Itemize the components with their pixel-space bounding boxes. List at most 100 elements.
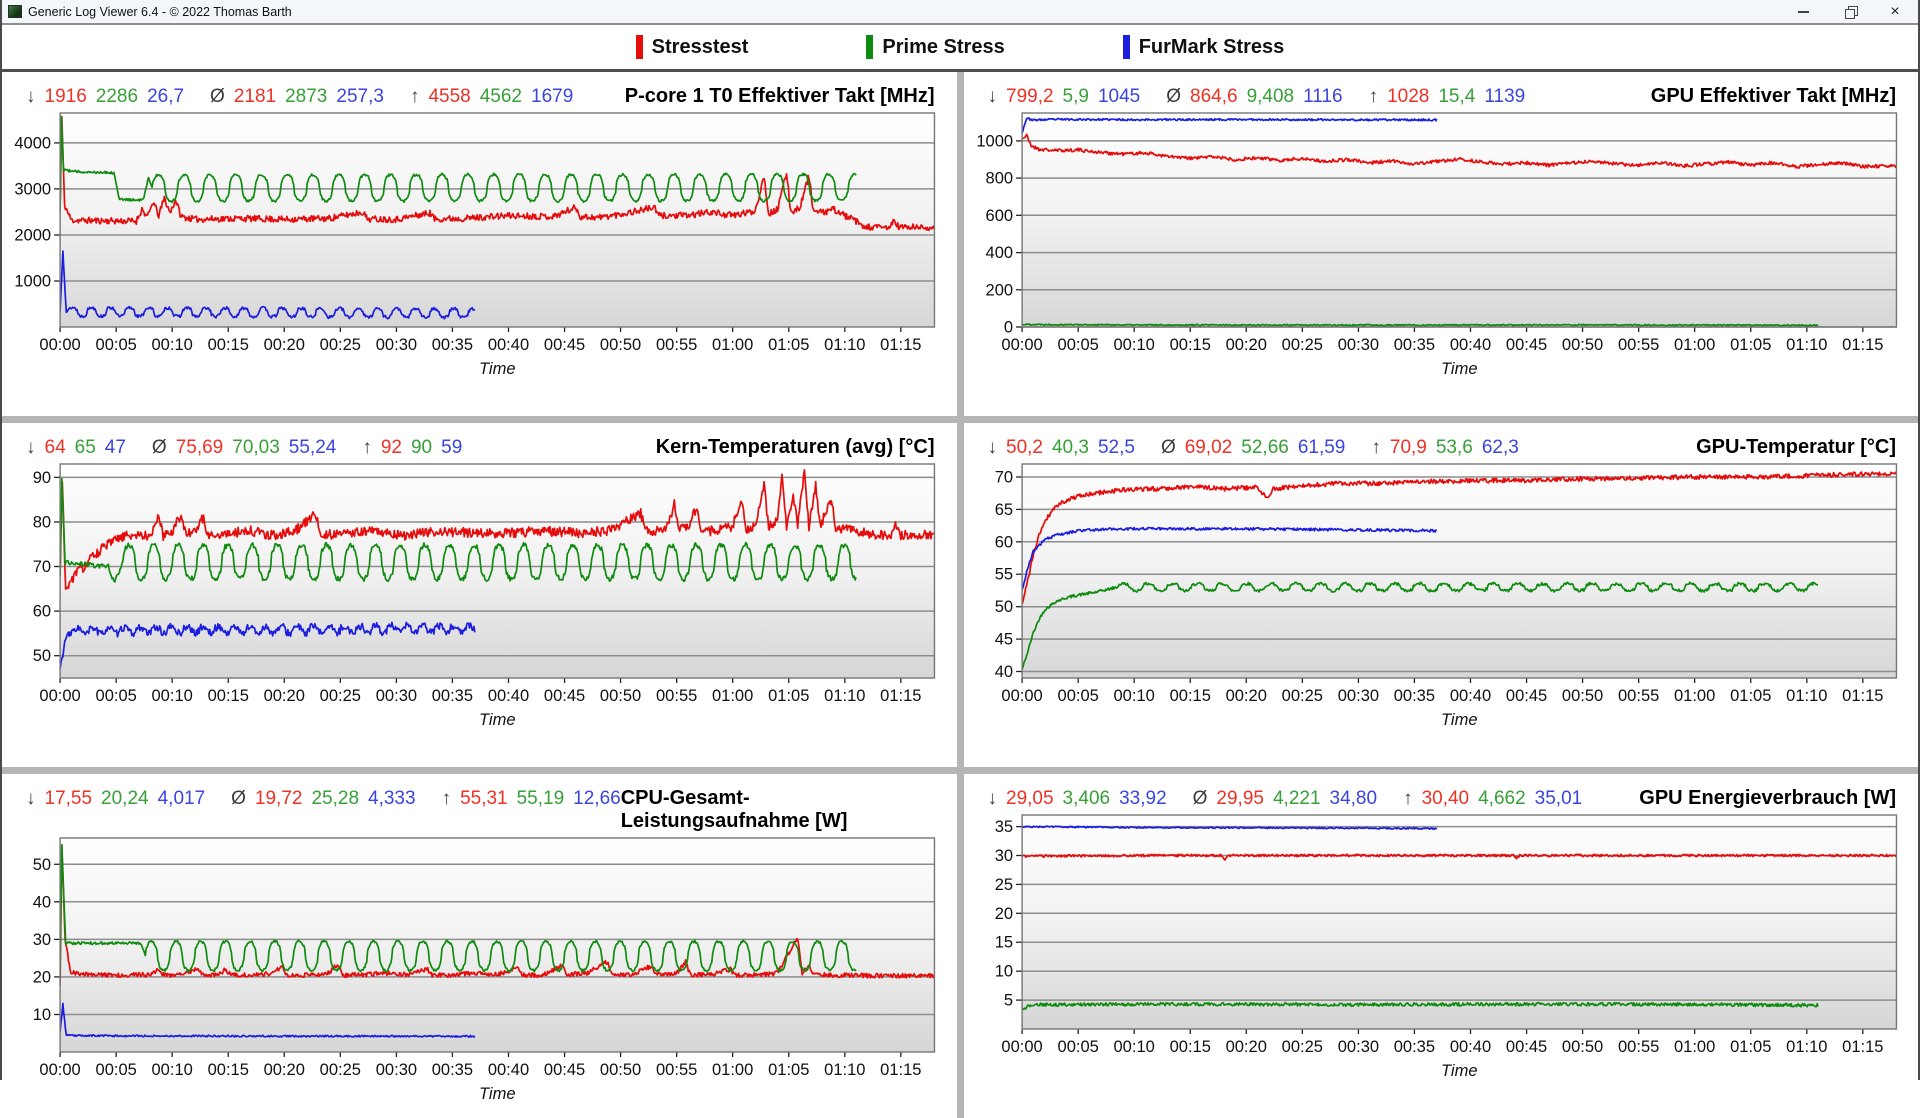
svg-text:00:15: 00:15 [208,687,249,705]
stat-value: 1045 [1097,86,1141,107]
close-button[interactable]: × [1872,0,1918,23]
stat-group-min: ↓ 64 65 47 [26,437,126,459]
svg-text:00:05: 00:05 [1057,687,1098,705]
min-arrow-icon: ↓ [987,437,998,458]
stat-value: 5,9 [1062,86,1089,107]
stat-group-min: ↓ 17,55 20,24 4,017 [26,788,205,810]
chart-header: ↓ 50,2 40,3 52,5 Ø 69,02 52,66 61,59 ↑ 70,9 53,6… [964,423,1919,459]
stat-group-max: ↑ 92 90 59 [362,437,462,459]
svg-text:00:50: 00:50 [1561,336,1602,354]
stat-value: 55,19 [516,788,565,809]
svg-text:00:20: 00:20 [264,1061,305,1079]
chart-title: P-core 1 T0 Effektiver Takt [MHz] [624,85,935,107]
stat-group-max: ↑ 1028 15,4 1139 [1369,86,1526,108]
svg-text:0: 0 [1003,319,1012,337]
stat-value: 50,2 [1006,437,1043,458]
max-arrow-icon: ↑ [1368,86,1379,107]
chart-plot[interactable]: 5 10 15 20 25 30 35 00:00 00:05 00:10 00:15 00:20 00… [964,813,1919,1095]
svg-text:00:50: 00:50 [600,336,641,354]
svg-text:01:05: 01:05 [768,1061,809,1079]
avg-symbol-icon: Ø [1166,86,1182,107]
svg-text:00:20: 00:20 [264,336,305,354]
svg-text:00:00: 00:00 [39,1061,80,1079]
avg-symbol-icon: Ø [1160,437,1176,458]
stat-group-avg: Ø 29,95 4,221 34,80 [1193,788,1377,810]
svg-text:00:15: 00:15 [208,336,249,354]
svg-text:600: 600 [985,207,1013,225]
svg-text:5: 5 [1003,992,1012,1010]
avg-symbol-icon: Ø [231,788,246,809]
svg-text:00:20: 00:20 [1225,336,1266,354]
svg-text:00:15: 00:15 [1169,336,1210,354]
chart-stats: ↓ 1916 2286 26,7 Ø 2181 2873 257,3 ↑ 4558 4562 16… [26,86,573,108]
legend-label: FurMark Stress [1138,35,1285,58]
stat-value: 1116 [1303,86,1343,107]
svg-text:10: 10 [33,1006,51,1024]
legend-label: Stresstest [651,35,749,58]
svg-text:1000: 1000 [14,273,51,291]
svg-text:00:25: 00:25 [320,1061,361,1079]
restore-button[interactable] [1826,0,1872,23]
svg-text:01:05: 01:05 [1730,336,1771,354]
svg-text:01:15: 01:15 [880,336,921,354]
svg-text:4000: 4000 [14,134,51,152]
svg-text:01:10: 01:10 [1786,687,1827,705]
window-title: Generic Log Viewer 6.4 - © 2022 Thomas B… [28,4,292,19]
min-arrow-icon: ↓ [26,86,36,107]
stat-value: 61,59 [1297,437,1346,458]
svg-text:60: 60 [33,603,51,621]
svg-text:3000: 3000 [14,180,51,198]
svg-text:01:10: 01:10 [1786,1038,1827,1056]
svg-text:90: 90 [33,469,51,487]
stat-group-max: ↑ 30,40 4,662 35,01 [1403,788,1582,810]
svg-text:00:35: 00:35 [1393,687,1434,705]
max-arrow-icon: ↑ [1371,437,1381,458]
svg-text:Time: Time [1440,711,1477,729]
svg-text:01:00: 01:00 [1673,1038,1714,1056]
stat-value: 65 [74,437,96,458]
svg-text:00:30: 00:30 [1337,687,1378,705]
svg-text:00:10: 00:10 [152,1061,193,1079]
svg-text:01:15: 01:15 [1842,336,1883,354]
chart-plot[interactable]: 50 60 70 80 90 00:00 00:05 00:10 00:15 00:20 00:25… [2,462,957,744]
stat-value: 4,017 [157,788,206,809]
svg-text:2000: 2000 [14,227,51,245]
stat-value: 4562 [479,86,522,107]
svg-text:00:10: 00:10 [1113,1038,1154,1056]
chart-plot[interactable]: 0 200 400 600 800 1000 00:00 00:05 00:10 00:15 00:… [964,111,1919,393]
restore-icon [1844,5,1858,19]
svg-text:00:50: 00:50 [600,1061,641,1079]
stat-value: 29,05 [1006,788,1054,809]
legend-color-bar-icon [635,35,643,59]
stat-group-max: ↑ 55,31 55,19 12,66 [442,788,621,810]
svg-text:00:35: 00:35 [1393,1038,1434,1056]
svg-text:00:35: 00:35 [432,336,473,354]
svg-text:01:15: 01:15 [880,1061,921,1079]
chart-title: CPU-Gesamt-Leistungsaufnahme [W] [620,787,848,832]
svg-text:10: 10 [994,963,1012,981]
chart-stats: ↓ 64 65 47 Ø 75,69 70,03 55,24 ↑ 92 90 59 [26,437,462,459]
stat-value: 2181 [233,86,277,107]
minimize-button[interactable] [1780,0,1826,23]
svg-text:00:25: 00:25 [1281,1038,1322,1056]
svg-text:00:35: 00:35 [432,1061,473,1079]
stat-value: 92 [380,437,402,458]
svg-text:40: 40 [994,663,1012,681]
chart-plot[interactable]: 1000 2000 3000 4000 00:00 00:05 00:10 00:15 00:2… [2,111,957,393]
stat-value: 70,03 [232,437,280,458]
stat-value: 19,72 [254,788,303,809]
stat-group-avg: Ø 864,6 9,408 1116 [1166,86,1342,108]
svg-text:Time: Time [479,360,516,378]
svg-text:60: 60 [994,533,1012,551]
legend-color-bar-icon [866,35,874,59]
stat-value: 52,5 [1097,437,1135,458]
svg-text:00:40: 00:40 [1449,687,1490,705]
stat-value: 55,24 [288,437,337,458]
stat-value: 1916 [44,86,87,107]
chart-plot[interactable]: 10 20 30 40 50 00:00 00:05 00:10 00:15 00:20 00:25… [2,836,957,1118]
chart-title: Kern-Temperaturen (avg) [°C] [655,436,935,458]
svg-text:50: 50 [33,856,51,874]
chart-plot[interactable]: 40 45 50 55 60 65 70 00:00 00:05 00:10 00:15 00:20 0… [964,462,1919,744]
avg-symbol-icon: Ø [210,86,225,107]
svg-text:01:15: 01:15 [880,687,921,705]
